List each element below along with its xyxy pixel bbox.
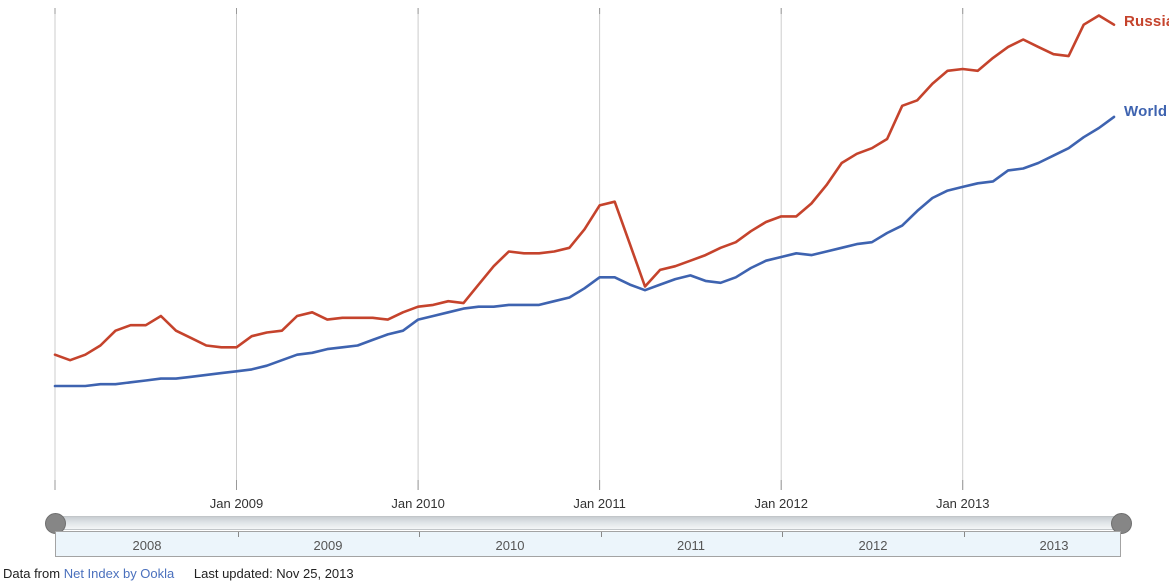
timeline-year-tick	[419, 532, 420, 537]
timeline-band[interactable]: 2008 2009 2010 2011 2012 2013	[55, 531, 1121, 557]
timeline-year-label: 2013	[1039, 538, 1069, 553]
series-line-world[interactable]	[53, 115, 1116, 388]
footer-source-prefix: Data from	[3, 566, 61, 581]
source-link[interactable]: Net Index by Ookla	[63, 566, 175, 581]
x-axis-label: Jan 2013	[936, 496, 990, 511]
timeline-year-label: 2011	[677, 538, 705, 553]
x-axis-label: Jan 2010	[391, 496, 445, 511]
timeline-year-label: 2008	[132, 538, 162, 553]
footer: Data from Net Index by Ookla Last update…	[3, 566, 354, 581]
timeline-year-tick	[782, 532, 783, 537]
timeline-year-label: 2009	[313, 538, 343, 553]
series-line-russia[interactable]	[53, 14, 1116, 362]
legend-label-russia: Russia	[1124, 13, 1169, 30]
line-chart: Jan 2009 Jan 2010 Jan 2011 Jan 2012 Jan 2013	[53, 8, 1116, 511]
timeline-year-label: 2010	[495, 538, 525, 553]
slider-handle-right[interactable]	[1111, 513, 1132, 534]
timeline-year-label: 2012	[858, 538, 888, 553]
x-axis-label: Jan 2012	[754, 496, 808, 511]
timeline-year-tick	[964, 532, 965, 537]
last-updated-text: Last updated: Nov 25, 2013	[193, 566, 354, 581]
timeline-year-tick	[238, 532, 239, 537]
timeline-year-tick	[601, 532, 602, 537]
x-axis-label: Jan 2011	[573, 496, 626, 511]
x-axis-label: Jan 2009	[210, 496, 264, 511]
legend-label-world: World	[1124, 103, 1168, 120]
time-range-slider-track[interactable]	[55, 516, 1121, 530]
